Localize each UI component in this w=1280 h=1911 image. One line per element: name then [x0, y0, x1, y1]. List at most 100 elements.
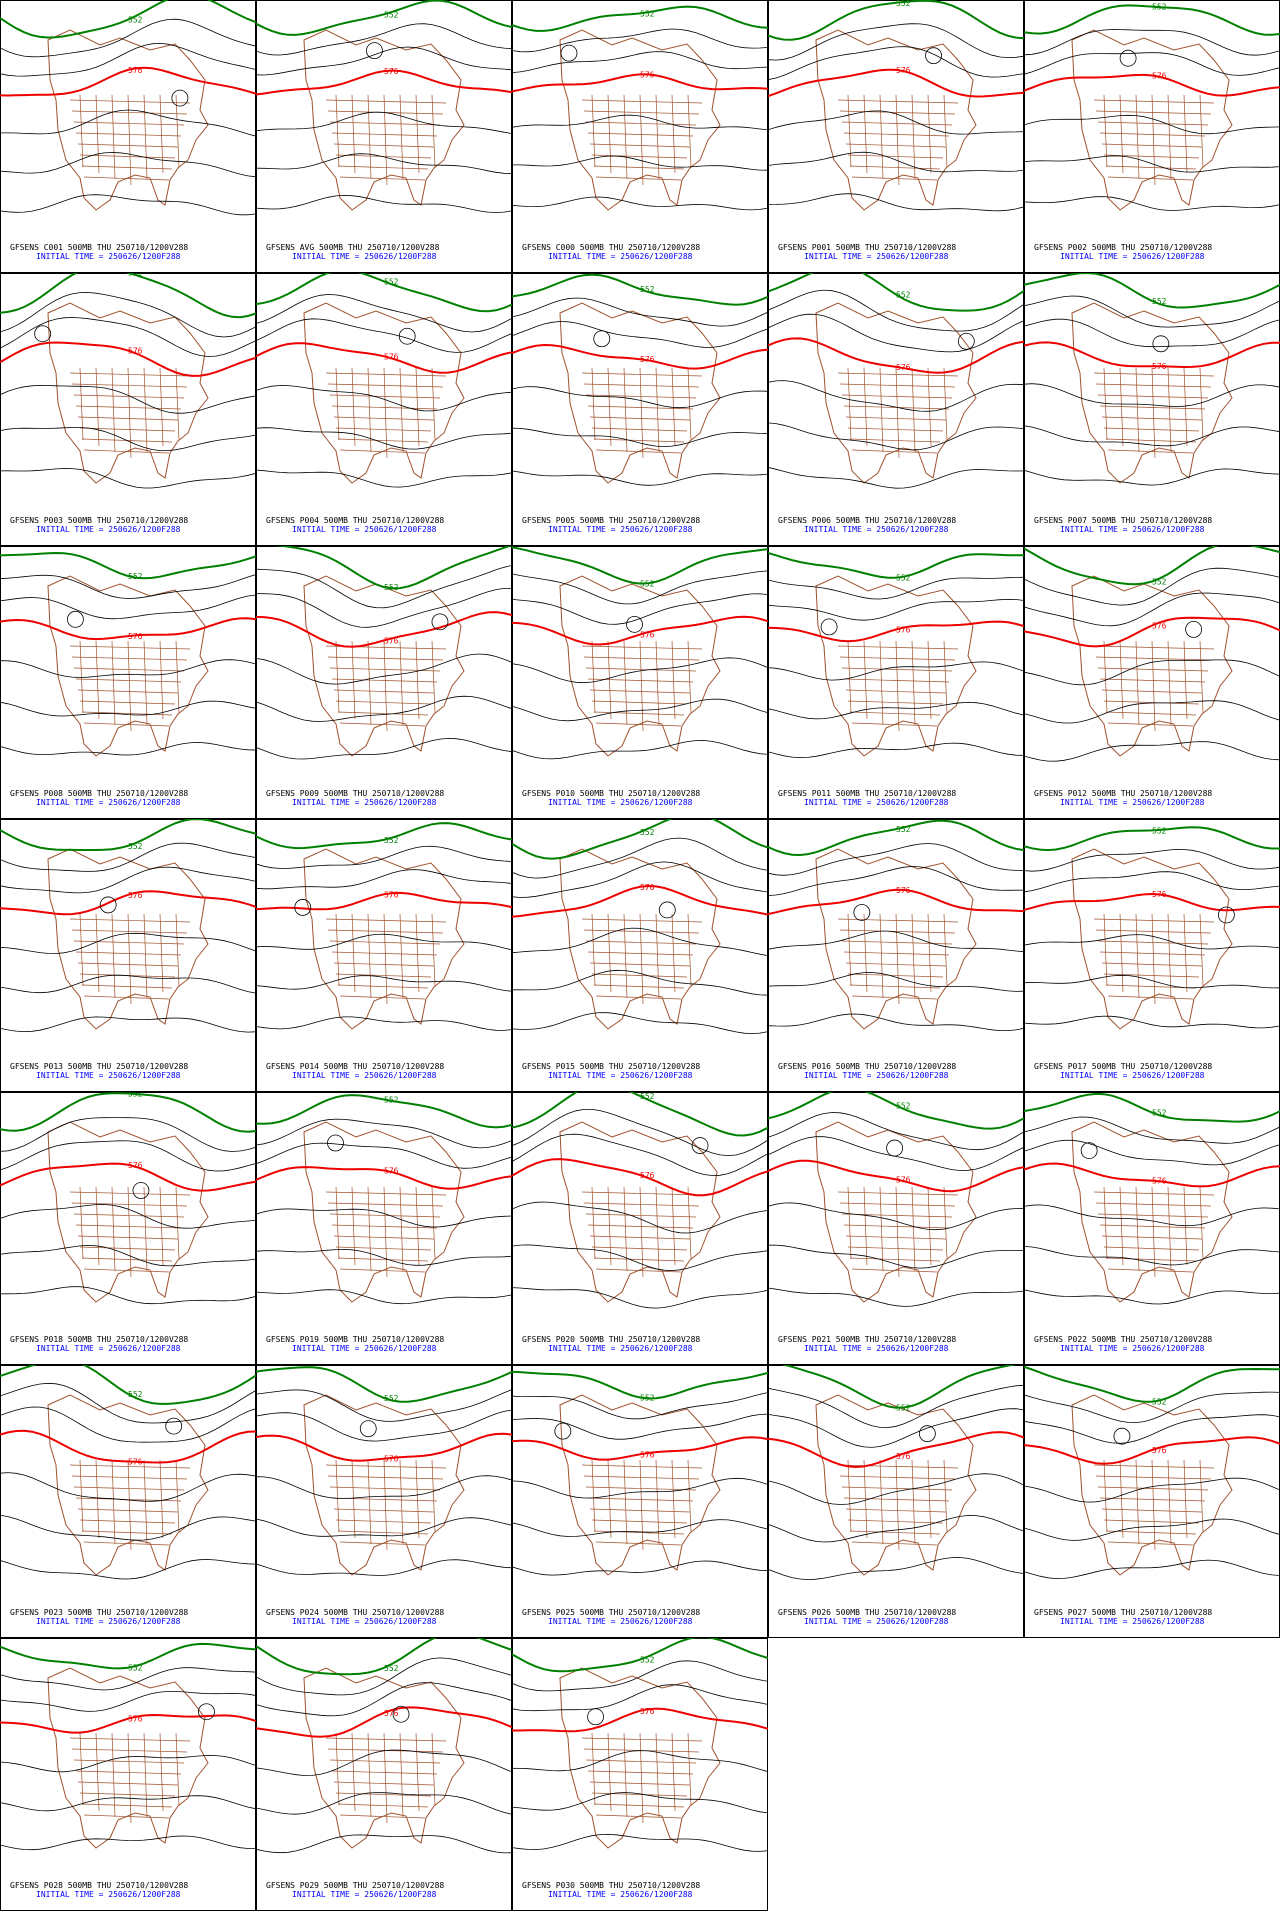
low-center: [1152, 335, 1170, 353]
contour: [512, 321, 768, 348]
panel-border: [1024, 0, 1280, 273]
contour-552: [0, 1642, 256, 1670]
state-line: [75, 405, 182, 410]
state-line: [593, 711, 685, 716]
contour: [1024, 29, 1280, 56]
contour: [256, 153, 512, 174]
state-line: [623, 913, 628, 999]
state-line: [1151, 640, 1156, 732]
contour-552: [512, 1092, 768, 1137]
low-center: [294, 899, 312, 916]
initial-time: INITIAL TIME = 250626/1200F288: [548, 525, 693, 534]
contour-552: [256, 1366, 512, 1403]
contour-label: 552: [384, 1394, 399, 1403]
state-line: [849, 438, 941, 443]
state-line: [399, 1732, 404, 1818]
state-line: [75, 132, 182, 137]
panel-border: [1024, 819, 1280, 1092]
contour: [1024, 1246, 1280, 1266]
contour: [768, 380, 1024, 412]
state-line: [843, 951, 950, 956]
state-line: [1167, 1459, 1172, 1545]
state-line: [69, 1191, 191, 1196]
state-line: [367, 640, 372, 726]
state-line: [337, 1257, 429, 1262]
state-line: [847, 154, 944, 159]
state-line: [1103, 640, 1108, 714]
contour: [256, 1682, 512, 1717]
contour: [1024, 1204, 1280, 1227]
contour-552: [256, 273, 512, 313]
state-line: [591, 640, 596, 714]
state-line: [687, 1186, 692, 1260]
contour-576: [256, 1166, 512, 1190]
state-line: [1119, 367, 1124, 447]
map-panel: 552 576 GFSENS P017 500MB THU 250710/1200V…: [1024, 819, 1280, 1092]
state-line: [83, 449, 170, 454]
initial-time: INITIAL TIME = 250626/1200F288: [1060, 525, 1205, 534]
contour: [512, 1833, 768, 1852]
state-line: [77, 689, 179, 694]
state-line: [607, 1459, 612, 1539]
state-line: [95, 1732, 100, 1812]
state-line: [95, 913, 100, 993]
state-line: [837, 1191, 959, 1196]
state-line: [79, 1519, 176, 1524]
low-center: [925, 47, 942, 65]
contour-label: 552: [384, 1664, 399, 1673]
contour-576: [0, 66, 256, 97]
state-line: [1135, 1186, 1140, 1272]
state-line: [623, 1459, 628, 1545]
state-line: [839, 383, 956, 388]
contour-552: [256, 1094, 512, 1129]
initial-time: INITIAL TIME = 250626/1200F288: [36, 1890, 181, 1899]
initial-time: INITIAL TIME = 250626/1200F288: [292, 525, 437, 534]
state-line: [1095, 383, 1212, 388]
contour-label: 576: [384, 67, 399, 76]
state-line: [639, 1732, 644, 1824]
state-line: [175, 913, 180, 987]
contour-576: [0, 341, 256, 377]
state-line: [431, 94, 436, 168]
contour-label: 552: [896, 1404, 911, 1413]
state-line: [83, 995, 170, 1000]
state-line: [851, 722, 938, 727]
state-line: [1103, 154, 1200, 159]
initial-time: INITIAL TIME = 250626/1200F288: [548, 1071, 693, 1080]
state-line: [595, 176, 682, 181]
panel-border: [768, 546, 1024, 819]
panel-title: GFSENS P011 500MB THU 250710/1200V288: [778, 789, 956, 798]
contour: [1024, 1391, 1280, 1424]
state-line: [607, 913, 612, 993]
state-line: [331, 132, 438, 137]
state-line: [1103, 1459, 1108, 1533]
state-line: [847, 94, 852, 168]
contour: [256, 1248, 512, 1266]
state-line: [1107, 1541, 1194, 1546]
contour: [0, 866, 256, 894]
state-line: [593, 165, 685, 170]
state-line: [591, 94, 596, 168]
state-line: [339, 1814, 426, 1819]
state-line: [1167, 94, 1172, 180]
contour: [512, 570, 768, 605]
coastline: [303, 848, 465, 1030]
contour-576: [768, 1431, 1024, 1469]
contour: [256, 318, 512, 353]
panel-title: GFSENS P022 500MB THU 250710/1200V288: [1034, 1335, 1212, 1344]
coastline: [559, 29, 721, 211]
coastline: [303, 1667, 465, 1849]
contour-552: [768, 819, 1024, 857]
map-panel: 552 576 GFSENS P026 500MB THU 250710/1200V…: [768, 1365, 1024, 1638]
state-line: [337, 1803, 429, 1808]
state-line: [1103, 973, 1200, 978]
contour: [1024, 1116, 1280, 1144]
contour: [512, 1287, 768, 1309]
contour-576: [0, 1429, 256, 1464]
state-line: [367, 367, 372, 453]
state-line: [327, 1202, 444, 1207]
state-line: [1151, 94, 1156, 186]
contour-576: [256, 891, 512, 911]
state-line: [383, 1459, 388, 1551]
map-panel: 552 576 GFSENS P002 500MB THU 250710/1200V…: [1024, 0, 1280, 273]
